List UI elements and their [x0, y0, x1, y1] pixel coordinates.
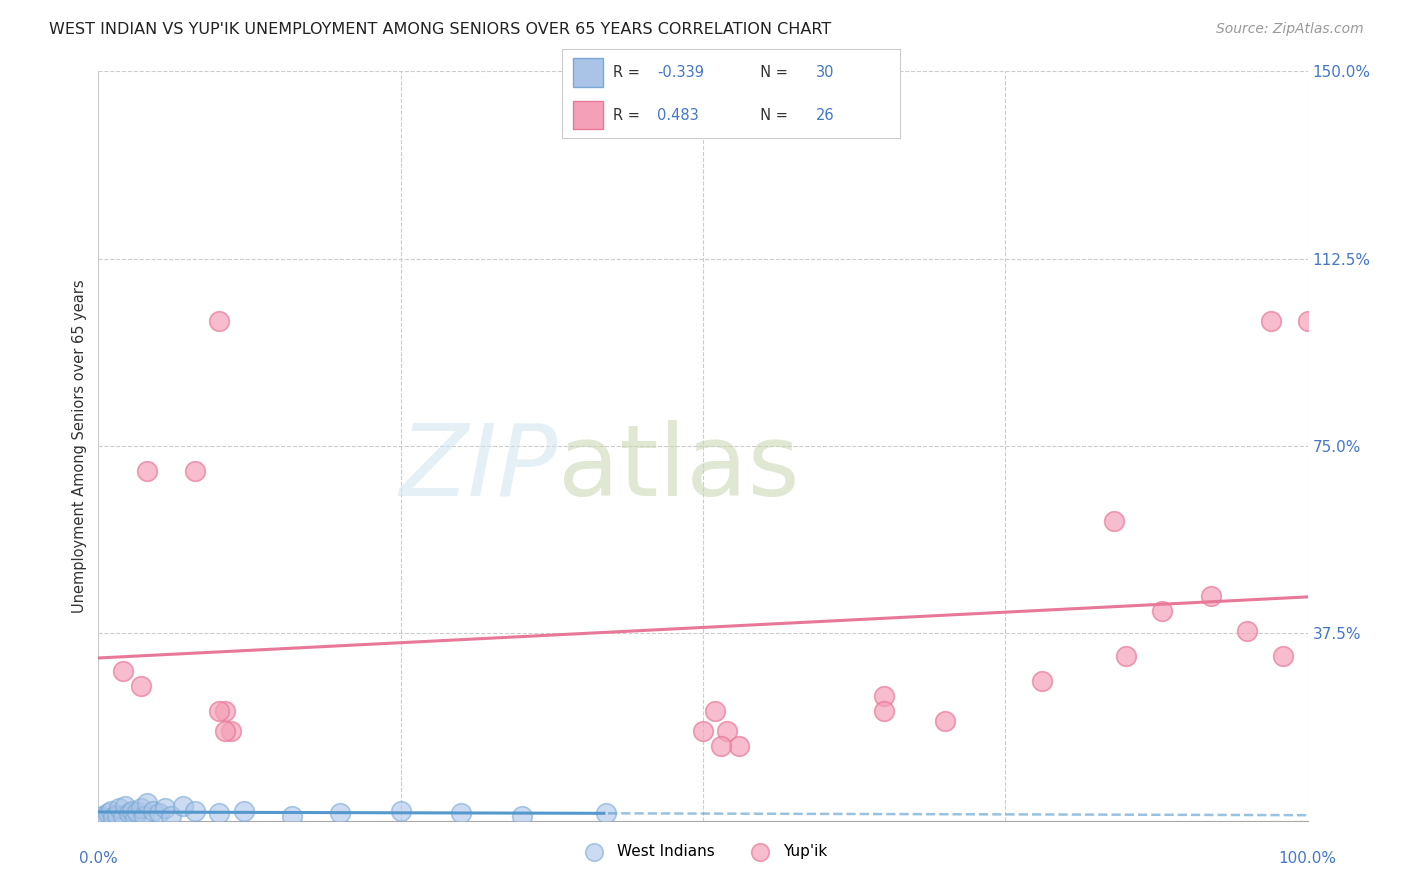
Text: Source: ZipAtlas.com: Source: ZipAtlas.com [1216, 22, 1364, 37]
Point [510, 808, 533, 822]
Point [595, 806, 617, 821]
Point [873, 689, 896, 703]
Text: 30: 30 [815, 65, 834, 79]
Point [160, 808, 183, 822]
Point [153, 801, 176, 815]
Text: 0.483: 0.483 [657, 108, 699, 122]
Point [134, 808, 156, 822]
Point [135, 464, 157, 478]
Point [329, 806, 352, 821]
Point [121, 804, 143, 818]
Point [1115, 648, 1137, 663]
Point [1296, 314, 1319, 328]
Point [142, 804, 165, 818]
Point [208, 704, 231, 718]
Text: -0.339: -0.339 [657, 65, 704, 79]
Text: 0.0%: 0.0% [79, 851, 118, 865]
Text: atlas: atlas [558, 420, 800, 517]
Point [934, 714, 956, 728]
Point [692, 723, 714, 738]
Point [1031, 673, 1053, 688]
Point [1102, 514, 1125, 528]
Point [281, 808, 304, 822]
Point [148, 806, 170, 821]
Point [111, 808, 134, 822]
Text: N =: N = [751, 65, 793, 79]
Point [1236, 624, 1258, 638]
Point [91, 808, 114, 822]
Point [710, 739, 733, 753]
Point [389, 804, 412, 818]
Point [1152, 604, 1174, 618]
Point [214, 723, 236, 738]
Point [1260, 314, 1282, 328]
Text: N =: N = [751, 108, 793, 122]
Point [118, 806, 141, 821]
Point [221, 723, 243, 738]
Point [100, 804, 122, 818]
Text: ZIP: ZIP [399, 420, 558, 517]
Legend: West Indians, Yup'ik: West Indians, Yup'ik [572, 838, 834, 865]
Point [1199, 589, 1222, 603]
Point [214, 704, 236, 718]
Point [232, 804, 254, 818]
Point [111, 664, 134, 678]
Point [208, 806, 231, 821]
Point [172, 798, 194, 813]
Point [208, 314, 231, 328]
Text: WEST INDIAN VS YUP'IK UNEMPLOYMENT AMONG SENIORS OVER 65 YEARS CORRELATION CHART: WEST INDIAN VS YUP'IK UNEMPLOYMENT AMONG… [49, 22, 831, 37]
Point [728, 739, 751, 753]
Bar [572, 58, 603, 87]
Point [127, 805, 149, 819]
Point [105, 807, 128, 822]
Text: R =: R = [613, 65, 644, 79]
Bar [572, 101, 603, 129]
Point [135, 796, 157, 810]
Text: R =: R = [613, 108, 650, 122]
Text: 100.0%: 100.0% [1278, 851, 1337, 865]
Point [716, 723, 738, 738]
Point [97, 806, 120, 821]
Point [124, 811, 146, 825]
Point [184, 804, 207, 818]
Point [108, 801, 131, 815]
Point [184, 464, 207, 478]
Point [450, 806, 472, 821]
Point [114, 798, 136, 813]
Point [101, 810, 124, 824]
Y-axis label: Unemployment Among Seniors over 65 years: Unemployment Among Seniors over 65 years [72, 279, 87, 613]
Point [129, 801, 152, 815]
Text: 26: 26 [815, 108, 834, 122]
Point [873, 704, 896, 718]
Point [129, 679, 152, 693]
Point [704, 704, 727, 718]
Point [1272, 648, 1295, 663]
Point [93, 811, 115, 825]
